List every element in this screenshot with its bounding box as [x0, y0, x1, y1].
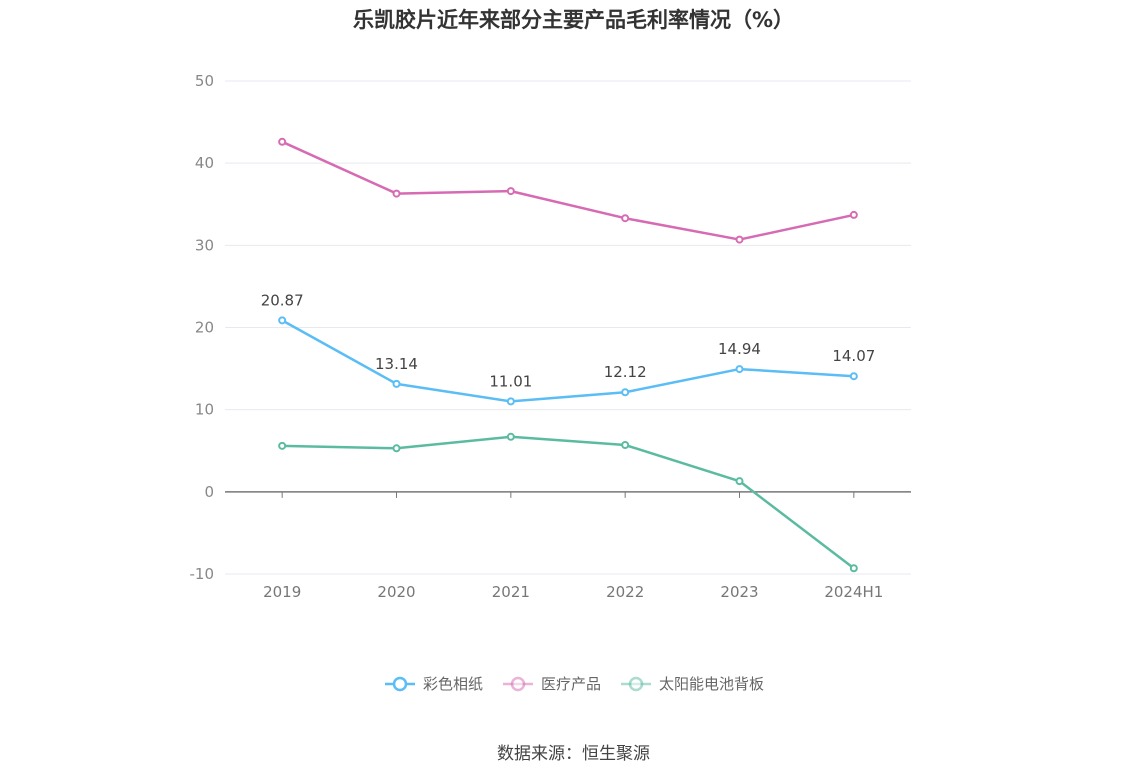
- x-tick-label: 2023: [720, 583, 758, 601]
- data-point: [392, 189, 401, 198]
- data-point: [849, 210, 858, 219]
- legend-label: 太阳能电池背板: [659, 675, 765, 693]
- data-point: [735, 365, 744, 374]
- data-point: [506, 397, 515, 406]
- data-label: 12.12: [604, 363, 647, 381]
- y-tick-label: 0: [204, 483, 214, 501]
- legend-symbol-icon: [384, 676, 415, 691]
- y-tick-label: 50: [195, 72, 214, 90]
- y-tick-label: 40: [195, 154, 214, 172]
- y-tick-label: -10: [190, 565, 215, 583]
- data-point: [392, 444, 401, 453]
- data-point: [735, 477, 744, 486]
- series-line: [282, 435, 855, 570]
- data-point: [621, 440, 630, 449]
- y-tick-label: 10: [195, 401, 214, 419]
- data-point: [278, 441, 287, 450]
- data-point: [278, 316, 287, 325]
- data-label: 11.01: [489, 372, 532, 390]
- x-tick-label: 2021: [492, 583, 530, 601]
- x-tick-label: 2024H1: [824, 583, 883, 601]
- data-point: [506, 187, 515, 196]
- legend: 彩色相纸 医疗产品 太阳能电池背板: [0, 673, 1147, 694]
- legend-label: 彩色相纸: [422, 675, 483, 693]
- data-source: 数据来源：恒生聚源: [497, 744, 650, 764]
- legend-label: 医疗产品: [540, 675, 601, 693]
- legend-item[interactable]: 医疗产品: [501, 673, 601, 694]
- series-line: [281, 140, 855, 241]
- x-tick-label: 2020: [377, 583, 415, 601]
- data-point: [278, 137, 287, 146]
- data-label: 20.87: [261, 291, 304, 309]
- data-point: [849, 372, 858, 381]
- x-tick-label: 2019: [263, 583, 301, 601]
- x-tick-label: 2022: [606, 583, 644, 601]
- data-label: 13.14: [375, 355, 418, 373]
- y-tick-label: 30: [195, 236, 214, 254]
- data-point: [506, 432, 515, 441]
- legend-item[interactable]: 太阳能电池背板: [619, 673, 764, 694]
- data-point: [392, 379, 401, 388]
- data-label: 14.94: [718, 340, 761, 358]
- data-point: [735, 235, 744, 244]
- y-tick-label: 20: [195, 319, 214, 337]
- series-line: [281, 319, 854, 403]
- data-point: [621, 214, 630, 223]
- legend-symbol-icon: [502, 676, 533, 691]
- chart-title: 乐凯胶片近年来部分主要产品毛利率情况（%）: [352, 8, 795, 32]
- data-label: 14.07: [832, 347, 875, 365]
- data-point: [621, 388, 630, 397]
- data-point: [849, 564, 858, 573]
- legend-symbol-icon: [621, 676, 651, 691]
- legend-item[interactable]: 彩色相纸: [383, 673, 483, 694]
